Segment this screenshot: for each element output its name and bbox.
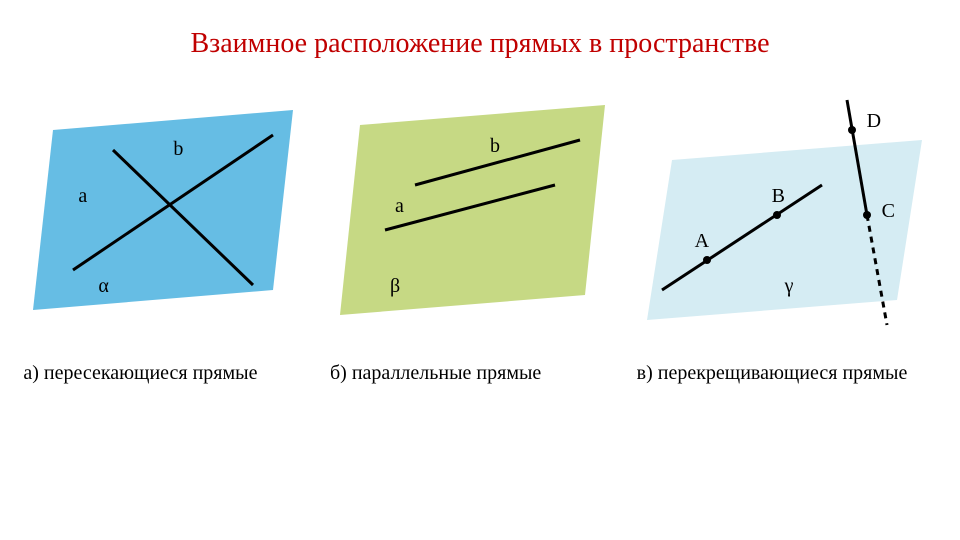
page-title: Взаимное расположение прямых в пространс… (0, 0, 960, 60)
point-A (703, 256, 711, 264)
label-gamma: γ (785, 275, 794, 298)
label-a2: a (395, 195, 404, 218)
label-D: D (867, 110, 881, 133)
panels-row: a b α a b β A B C D γ (0, 90, 960, 330)
label-B: B (772, 185, 785, 208)
label-C: C (882, 200, 895, 223)
panel-intersecting: a b α (23, 90, 323, 330)
caption-intersecting: а) пересекающиеся прямые (23, 360, 323, 386)
caption-skew: в) перекрещивающиеся прямые (637, 360, 937, 386)
plane-beta (340, 105, 605, 315)
caption-parallel: б) параллельные прямые (330, 360, 630, 386)
label-b2: b (490, 135, 500, 158)
panel-parallel: a b β (330, 90, 630, 330)
label-a: a (78, 185, 87, 208)
label-beta: β (390, 275, 400, 298)
captions-row: а) пересекающиеся прямые б) параллельные… (0, 360, 960, 386)
point-B (773, 211, 781, 219)
label-alpha: α (98, 275, 108, 298)
point-C (863, 211, 871, 219)
label-A: A (695, 230, 709, 253)
point-D (848, 126, 856, 134)
panel-skew: A B C D γ (637, 90, 937, 330)
label-b: b (173, 138, 183, 161)
